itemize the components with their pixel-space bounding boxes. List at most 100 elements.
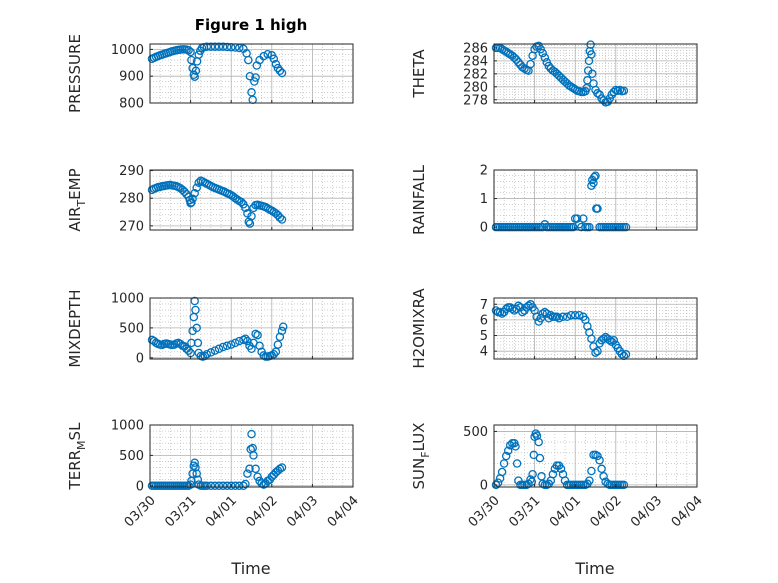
data-point [570, 310, 580, 320]
y-tick-label: 282 [463, 67, 488, 82]
data-point [566, 310, 576, 320]
data-point [609, 335, 619, 345]
data-point [241, 203, 250, 213]
data-point [187, 338, 196, 348]
data-point [277, 68, 287, 78]
data-point [593, 204, 602, 213]
axes-frame [149, 297, 354, 360]
y-axis-label: TERRMSL [66, 422, 88, 491]
y-tick-label: 500 [119, 321, 144, 336]
y-tick-label: 0 [136, 351, 144, 366]
data-point [619, 86, 629, 95]
data-point [615, 85, 625, 95]
data-point [579, 214, 588, 223]
data-point [247, 211, 256, 221]
data-point [277, 215, 287, 224]
x-tick-label: 04/02 [244, 493, 281, 530]
data-point [186, 198, 195, 208]
x-tick-label: 03/30 [122, 493, 159, 530]
data-point [214, 42, 224, 51]
data-point [585, 476, 594, 485]
data-point [514, 57, 523, 67]
y-tick-label: 290 [119, 164, 144, 179]
data-point [263, 204, 272, 213]
data-point [190, 296, 199, 306]
y-tick-label: 500 [463, 425, 488, 440]
data-point [528, 469, 537, 479]
data-point [556, 464, 566, 474]
data-point [588, 69, 597, 79]
data-point [176, 339, 185, 349]
subplot-air_temp: 270 280 290 AIRTEMP [66, 164, 354, 234]
x-tick-label: 04/01 [203, 493, 240, 530]
subplot-rainfall: 0 1 2 RAINFALL [410, 164, 698, 236]
data-point [546, 310, 556, 320]
data-point [247, 344, 256, 354]
x-tick-label: 04/02 [588, 493, 625, 530]
y-tick-label: 4 [480, 345, 488, 360]
data-point [218, 481, 228, 491]
data-point [582, 83, 591, 93]
data-point [597, 464, 606, 474]
data-point [269, 349, 279, 359]
axes-frame [493, 424, 698, 488]
data-point [249, 451, 258, 460]
data-point [558, 312, 568, 322]
data-point [514, 301, 523, 311]
data-point [192, 323, 201, 333]
x-tick-label: 03/30 [466, 493, 503, 530]
data-point [239, 481, 248, 491]
data-point [621, 222, 631, 232]
data-point [590, 172, 599, 182]
y-axis-label: RAINFALL [410, 164, 428, 235]
axes-frame [493, 169, 698, 231]
data-point [512, 459, 522, 468]
y-axis-label: THETA [410, 49, 428, 99]
y-tick-label: 280 [463, 80, 488, 95]
data-point [586, 40, 595, 49]
axes-frame [149, 424, 354, 488]
y-tick-label: 2 [480, 164, 488, 179]
y-tick-label: 6 [480, 313, 488, 328]
x-tick-label: 04/01 [547, 493, 584, 530]
data-point [206, 481, 216, 491]
y-tick-label: 1000 [111, 292, 144, 307]
y-tick-label: 0 [136, 479, 144, 494]
data-point [587, 334, 596, 343]
data-point [214, 481, 224, 491]
y-axis-label: SUNFLUX [410, 423, 432, 490]
data-point [617, 350, 627, 359]
x-axis-label-right: Time [574, 559, 614, 578]
data-point [505, 441, 515, 450]
data-point [218, 342, 228, 352]
y-tick-label: 5 [480, 329, 488, 344]
data-point [214, 344, 224, 354]
data-point [621, 350, 631, 359]
data-point [186, 47, 195, 57]
data-point [226, 340, 236, 349]
subplot-pressure: 800 900 1000 PRESSURE [66, 34, 354, 113]
data-point [275, 66, 285, 76]
data-point [253, 472, 262, 481]
data-point [251, 73, 260, 82]
y-tick-label: 270 [119, 219, 144, 234]
y-axis-label: PRESSURE [66, 34, 84, 113]
x-tick-label: 04/03 [628, 493, 665, 530]
data-point [501, 451, 511, 461]
data-point [538, 48, 547, 58]
data-point [187, 198, 196, 207]
y-tick-label: 0 [480, 221, 488, 236]
data-point [192, 469, 201, 478]
x-tick-label: 03/31 [506, 493, 543, 530]
data-point [190, 72, 199, 81]
data-point [202, 481, 212, 491]
subplot-terr_msl: 0 500 1000 03/30 03/31 04/01 04/02 04/03 04/04 TE… [66, 419, 362, 531]
data-point [526, 59, 535, 69]
data-point [184, 346, 193, 355]
data-point [548, 469, 558, 479]
data-point [245, 71, 255, 81]
data-point [192, 183, 201, 192]
data-point [235, 481, 244, 491]
subplot-sun_flux: 0 500 03/30 03/31 04/01 04/02 04/03 04/04 SUNFLU… [410, 423, 706, 531]
